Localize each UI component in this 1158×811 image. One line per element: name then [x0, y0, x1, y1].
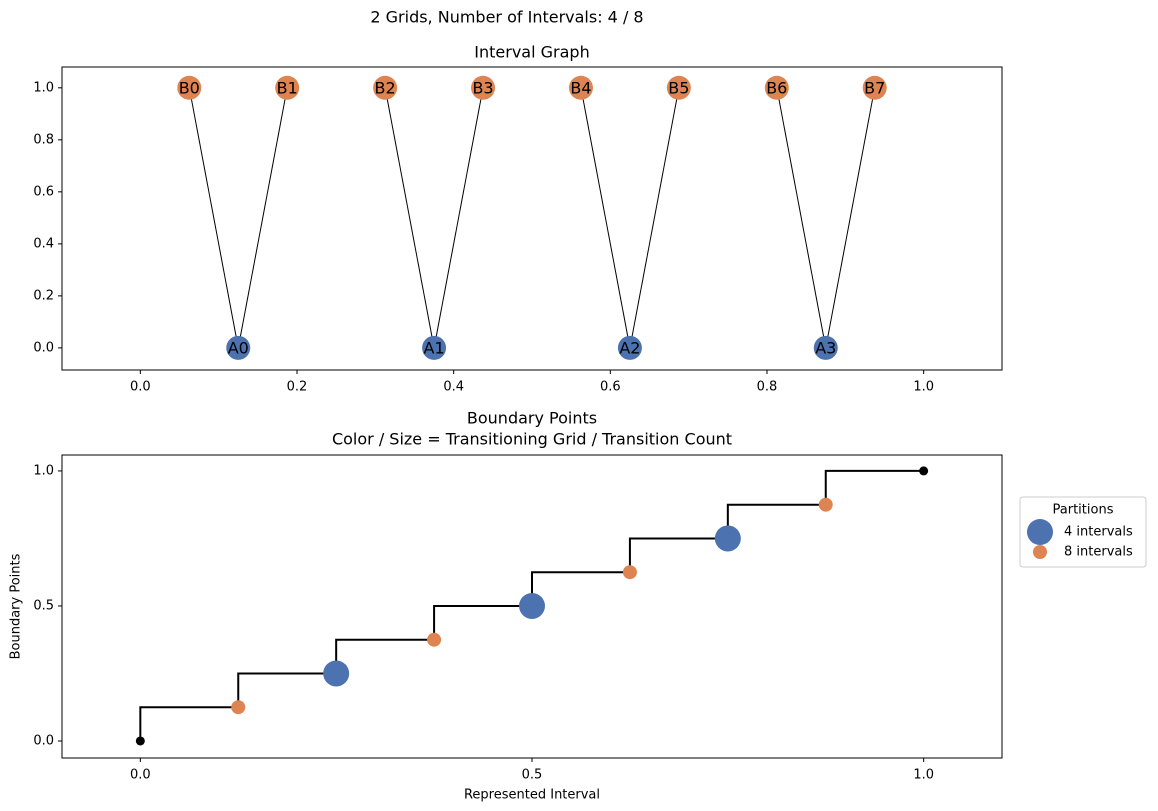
node	[813, 335, 838, 360]
node	[666, 75, 691, 100]
x-tick-label: 0.5	[522, 768, 543, 783]
node	[764, 75, 789, 100]
x-tick-label: 1.0	[913, 768, 934, 783]
y-tick-label: 0.5	[33, 598, 54, 613]
point	[714, 525, 741, 552]
chart-title: Interval Graph	[474, 43, 589, 62]
point	[818, 497, 833, 512]
edge	[433, 87, 484, 348]
node	[177, 75, 202, 100]
y-tick-label: 0.6	[33, 184, 54, 199]
node-label: B0	[179, 78, 200, 97]
node-label: B2	[375, 78, 396, 97]
x-tick-label: 0.8	[757, 380, 778, 395]
edge	[825, 87, 876, 348]
y-tick-label: 1.0	[33, 463, 54, 478]
x-tick-label: 0.6	[600, 380, 621, 395]
x-tick-label: 0.0	[130, 380, 151, 395]
node-label: B3	[472, 78, 493, 97]
edge	[384, 87, 435, 348]
node	[422, 335, 447, 360]
node-label: A1	[424, 338, 445, 357]
node-label: B1	[277, 78, 298, 97]
legend-label: 8 intervals	[1064, 545, 1133, 560]
node-label: B6	[766, 78, 787, 97]
x-tick-label: 0.2	[287, 380, 308, 395]
y-tick-label: 1.0	[33, 80, 54, 95]
point	[231, 700, 246, 715]
y-tick-label: 0.4	[33, 236, 54, 251]
legend-box	[1019, 496, 1147, 568]
point	[519, 592, 545, 619]
endpoint	[135, 736, 145, 746]
legend-marker	[1033, 545, 1047, 559]
node-label: A2	[619, 338, 640, 357]
x-axis-label: Represented Interval	[464, 788, 600, 803]
node	[471, 75, 496, 100]
legend-title: Partitions	[1053, 503, 1114, 518]
plot-frame	[61, 66, 1003, 371]
point	[622, 565, 637, 580]
node-label: B4	[570, 78, 591, 97]
y-tick-label: 0.2	[33, 288, 54, 303]
x-tick-label: 0.0	[130, 768, 151, 783]
point	[323, 660, 350, 687]
node	[617, 335, 642, 360]
edge	[188, 87, 239, 348]
node	[275, 75, 300, 100]
chart-title: Color / Size = Transitioning Grid / Tran…	[332, 430, 732, 449]
node	[373, 75, 398, 100]
y-tick-label: 0.0	[33, 733, 54, 748]
edge	[237, 87, 288, 348]
node-label: B7	[864, 78, 885, 97]
node-label: A3	[815, 338, 836, 357]
node-label: A0	[228, 338, 249, 357]
point	[427, 632, 442, 647]
y-tick-label: 0.8	[33, 132, 54, 147]
x-tick-label: 1.0	[913, 380, 934, 395]
node	[568, 75, 593, 100]
node	[862, 75, 887, 100]
chart-title: Boundary Points	[467, 409, 597, 428]
legend-marker	[1027, 519, 1053, 545]
node-label: B5	[668, 78, 689, 97]
y-tick-label: 0.0	[33, 340, 54, 355]
edge	[776, 87, 827, 348]
suptitle: 2 Grids, Number of Intervals: 4 / 8	[370, 8, 643, 27]
endpoint	[919, 466, 929, 476]
node	[226, 335, 251, 360]
y-axis-label: Boundary Points	[9, 553, 24, 659]
legend-label: 4 intervals	[1064, 525, 1133, 540]
edge	[629, 87, 680, 348]
x-tick-label: 0.4	[443, 380, 464, 395]
edge	[580, 87, 631, 348]
